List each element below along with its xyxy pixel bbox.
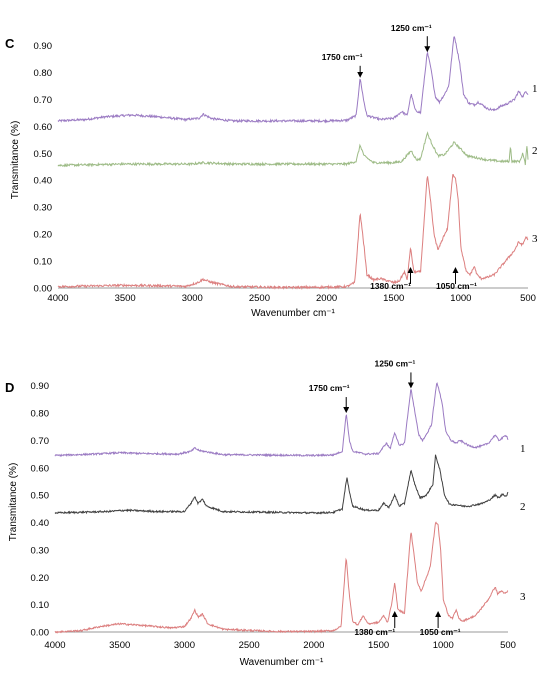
x-tick-label: 2000 [316, 293, 337, 304]
y-tick-label: 0.50 [34, 149, 53, 160]
annotation-label: 1250 cm⁻¹ [391, 23, 432, 33]
x-tick-label: 500 [500, 640, 516, 651]
x-tick-label: 3500 [115, 293, 136, 304]
series-line-1 [54, 382, 509, 458]
y-tick-label: 0.20 [31, 573, 50, 584]
y-tick-label: 0.40 [31, 518, 50, 529]
y-tick-label: 0.10 [34, 257, 53, 268]
y-tick-label: 0.30 [34, 203, 53, 214]
y-tick-label: 0.70 [34, 95, 53, 106]
x-tick-label: 500 [520, 293, 536, 304]
series-label: 3 [520, 591, 526, 603]
y-tick-label: 0.60 [34, 122, 53, 133]
annotation-label: 1250 cm⁻¹ [374, 358, 415, 368]
y-axis-title: Transmitance (%) [10, 121, 21, 200]
x-tick-label: 1000 [433, 640, 454, 651]
x-tick-label: 2500 [249, 293, 270, 304]
series-label: 3 [532, 233, 538, 245]
y-tick-label: 0.80 [31, 409, 50, 420]
y-tick-label: 0.30 [31, 545, 50, 556]
y-tick-label: 0.00 [31, 628, 50, 639]
x-tick-label: 4000 [47, 293, 68, 304]
x-tick-label: 1000 [450, 293, 471, 304]
series-line-2 [57, 131, 529, 168]
x-tick-label: 4000 [44, 640, 65, 651]
chart-panel-C: C 0.00 0.10 0.20 0.30 0.40 0.50 0.60 0.70 0.80 0.9… [5, 23, 538, 319]
y-tick-label: 0.10 [31, 600, 50, 611]
y-tick-label: 0.90 [31, 381, 50, 392]
annotation-label: 1750 cm⁻¹ [309, 383, 350, 393]
x-tick-label: 2000 [303, 640, 324, 651]
annotation-label: 1380 cm⁻¹ [354, 627, 395, 637]
y-tick-label: 0.40 [34, 176, 53, 187]
y-tick-label: 0.60 [31, 463, 50, 474]
panel-letter: D [5, 380, 14, 395]
y-tick-label: 0.20 [34, 230, 53, 241]
x-tick-label: 1500 [383, 293, 404, 304]
y-tick-label: 0.00 [34, 284, 53, 295]
x-tick-label: 3000 [182, 293, 203, 304]
series-line-1 [57, 36, 529, 124]
x-axis-title: Wavenumber cm⁻¹ [240, 657, 324, 668]
series-label: 1 [520, 443, 526, 455]
y-axis-title: Transmitance (%) [8, 463, 19, 542]
x-tick-label: 1500 [368, 640, 389, 651]
x-tick-label: 2500 [239, 640, 260, 651]
x-tick-label: 3500 [109, 640, 130, 651]
series-line-3 [57, 174, 529, 291]
series-line-2 [54, 454, 509, 515]
series-label: 2 [532, 145, 538, 157]
panel-letter: C [5, 36, 15, 51]
y-tick-label: 0.70 [31, 436, 50, 447]
y-tick-label: 0.90 [34, 41, 53, 52]
series-label: 1 [532, 83, 538, 95]
x-axis-title: Wavenumber cm⁻¹ [251, 308, 335, 319]
series-label: 2 [520, 501, 526, 513]
annotation-label: 1750 cm⁻¹ [322, 52, 363, 62]
annotation-label: 1050 cm⁻¹ [420, 627, 461, 637]
y-tick-label: 0.50 [31, 491, 50, 502]
series-line-3 [54, 521, 509, 634]
annotation-label: 1050 cm⁻¹ [436, 281, 477, 291]
annotation-label: 1380 cm⁻¹ [370, 281, 411, 291]
x-tick-label: 3000 [174, 640, 195, 651]
y-tick-label: 0.80 [34, 68, 53, 79]
chart-panel-D: D 0.00 0.10 0.20 0.30 0.40 0.50 0.60 0.70 0.80 0.9… [5, 358, 526, 668]
